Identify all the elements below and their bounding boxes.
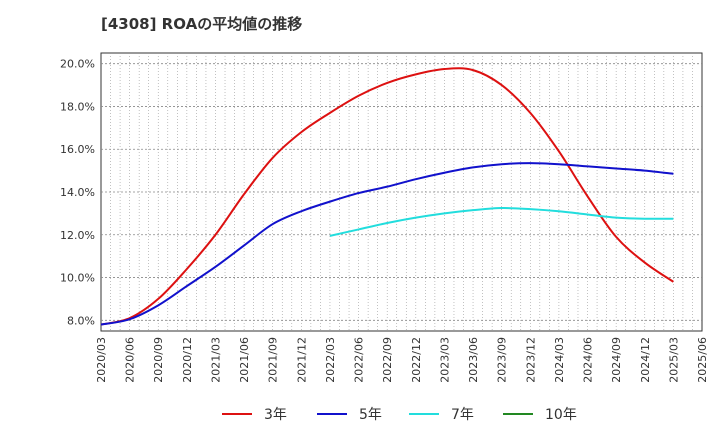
- y-tick-label: 18.0%: [60, 100, 95, 113]
- x-tick-label: 2020/09: [152, 337, 165, 383]
- x-tick-label: 2025/03: [667, 337, 680, 383]
- x-tick-label: 2020/12: [181, 337, 194, 383]
- legend-label: 5年: [359, 407, 382, 423]
- x-tick-label: 2024/09: [610, 337, 623, 383]
- x-tick-label: 2021/06: [238, 337, 251, 383]
- x-tick-label: 2023/03: [438, 337, 451, 383]
- x-tick-label: 2021/03: [209, 337, 222, 383]
- series-line-7年: [329, 207, 674, 237]
- x-tick-label: 2020/06: [124, 337, 137, 383]
- x-tick-label: 2020/03: [95, 337, 108, 383]
- legend-label: 3年: [264, 407, 287, 423]
- y-tick-label: 16.0%: [60, 143, 95, 156]
- chart-title: [4308] ROAの平均値の推移: [101, 15, 303, 33]
- x-tick-label: 2021/12: [295, 337, 308, 383]
- x-tick-label: 2024/03: [553, 337, 566, 383]
- x-tick-label: 2024/06: [582, 337, 595, 383]
- y-tick-label: 8.0%: [67, 314, 95, 327]
- x-tick-label: 2022/12: [410, 337, 423, 383]
- legend: 3年 5年 7年 10年: [222, 407, 577, 423]
- x-tick-label: 2021/09: [267, 337, 280, 383]
- grid-lines: [101, 53, 702, 331]
- y-tick-label: 10.0%: [60, 272, 95, 285]
- x-tick-label: 2022/06: [353, 337, 366, 383]
- x-tick-label: 2023/09: [496, 337, 509, 383]
- series-line-3年: [100, 67, 674, 326]
- y-tick-label: 20.0%: [60, 58, 95, 71]
- y-tick-label: 12.0%: [60, 229, 95, 242]
- x-tick-label: 2022/09: [381, 337, 394, 383]
- legend-label: 10年: [545, 407, 577, 423]
- x-tick-label: 2022/03: [324, 337, 337, 383]
- series-lines: [100, 67, 674, 326]
- x-tick-label: 2025/06: [696, 337, 709, 383]
- series-line-5年: [100, 162, 674, 326]
- x-tick-label: 2024/12: [639, 337, 652, 383]
- legend-label: 7年: [451, 407, 474, 423]
- x-tick-label: 2023/12: [524, 337, 537, 383]
- x-axis-ticks: 2020/03 2020/06 2020/09 2020/12 2021/03 2021/…: [95, 337, 709, 383]
- y-tick-label: 14.0%: [60, 186, 95, 199]
- y-axis-ticks: 8.0% 10.0% 12.0% 14.0% 16.0% 18.0% 20.0%: [60, 58, 95, 328]
- x-tick-label: 2023/06: [467, 337, 480, 383]
